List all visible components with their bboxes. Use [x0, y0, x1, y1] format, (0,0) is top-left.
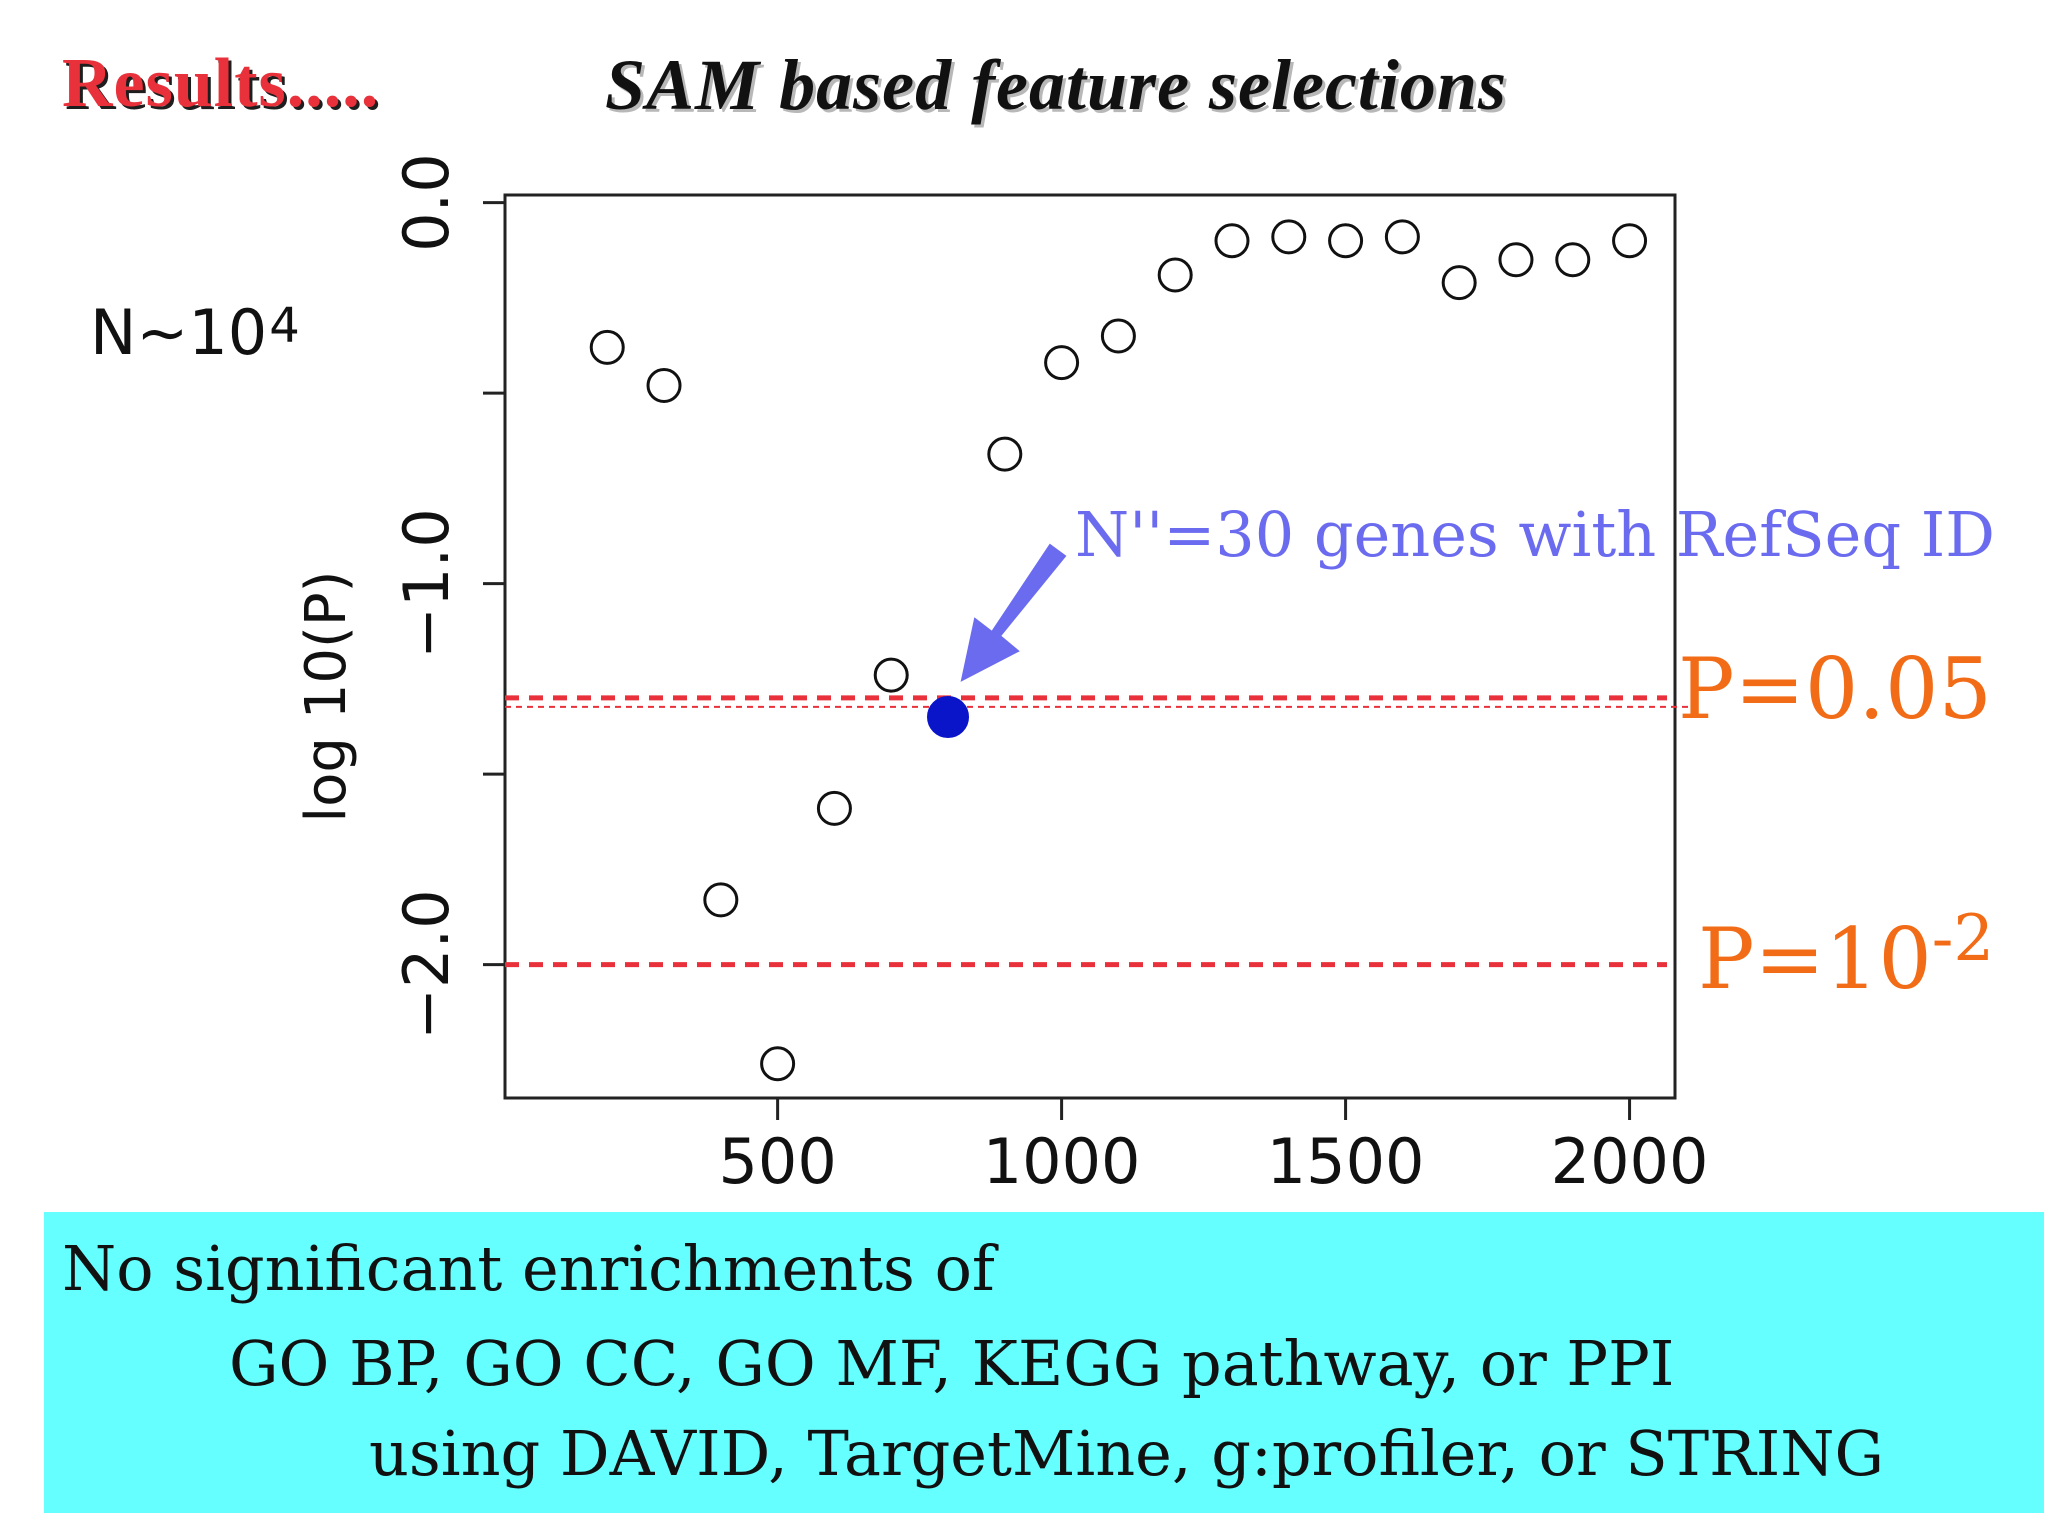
data-point — [1328, 223, 1364, 259]
threshold-label-p1e2: P=10-2 — [1698, 902, 1994, 1008]
data-point — [816, 790, 852, 826]
data-point — [1044, 345, 1080, 381]
data-point — [1100, 318, 1136, 354]
data-point — [1498, 242, 1534, 278]
slide-title: SAM based feature selections — [605, 45, 1507, 125]
n-approx-note: N∼104 — [90, 296, 300, 369]
threshold-label-p1e2-base: P=10 — [1698, 910, 1932, 1008]
callout-text: N''=30 genes with RefSeq ID — [1075, 498, 1995, 571]
plot-frame — [503, 193, 1677, 1100]
highlighted-point — [927, 695, 970, 738]
x-tick-label: 1500 — [1267, 1125, 1425, 1198]
n-approx-base: N∼10 — [90, 296, 268, 369]
data-point — [1384, 219, 1420, 255]
y-tick-label: 0.0 — [390, 153, 463, 252]
y-axis-label: log 10(P) — [294, 571, 359, 823]
data-point — [1555, 242, 1591, 278]
y-tick-label: −1.0 — [390, 508, 463, 659]
data-point — [1271, 219, 1307, 255]
data-point — [1441, 265, 1477, 301]
y-tick-label: −2.0 — [390, 889, 463, 1040]
threshold-label-p1e2-exponent: -2 — [1931, 902, 1995, 976]
data-point — [760, 1046, 796, 1082]
conclusion-line-1: No significant enrichments of — [62, 1232, 995, 1305]
data-point — [1214, 223, 1250, 259]
data-point — [987, 436, 1023, 472]
conclusion-line-2: GO BP, GO CC, GO MF, KEGG pathway, or PP… — [229, 1327, 1675, 1400]
scatter-chart: 0.0 −1.0 −2.0 log 10(P) 500 1000 1500 2000 N''=… — [294, 153, 1995, 1198]
x-tick-label: 1000 — [983, 1125, 1141, 1198]
results-heading: Results..... — [62, 45, 380, 122]
x-tick-label: 2000 — [1551, 1125, 1709, 1198]
data-point — [873, 657, 909, 693]
data-point — [1157, 257, 1193, 293]
callout-arrow — [960, 543, 1067, 682]
threshold-label-p005: P=0.05 — [1678, 640, 1992, 738]
conclusion-line-3: using DAVID, TargetMine, g:profiler, or … — [369, 1417, 1885, 1490]
data-point — [1612, 223, 1648, 259]
data-point — [646, 368, 682, 404]
conclusion-box: No significant enrichments of GO BP, GO … — [44, 1212, 2044, 1513]
data-point — [703, 882, 739, 918]
n-approx-exponent: 4 — [269, 298, 300, 354]
x-tick-label: 500 — [718, 1125, 836, 1198]
data-point — [589, 329, 625, 365]
